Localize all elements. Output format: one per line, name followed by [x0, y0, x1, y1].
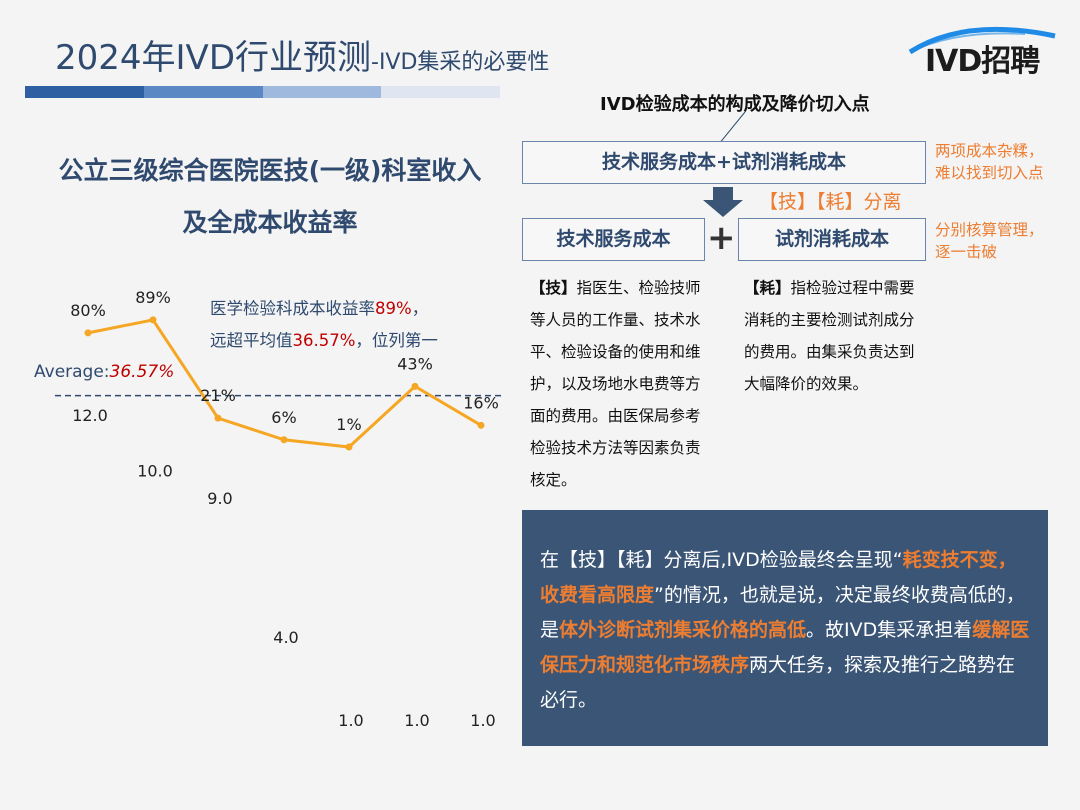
- annotation-line2-suffix: ，位列第一: [355, 331, 438, 350]
- secondary-label-7: 1.0: [470, 711, 495, 730]
- tech-cost-box: 技术服务成本: [522, 218, 705, 261]
- tech-cost-description: 【技】指医生、检验技师等人员的工作量、技术水平、检验设备的使用和维护，以及场地水…: [530, 272, 715, 496]
- title-subtitle: -IVD集采的必要性: [371, 50, 550, 75]
- chart-heading-line2: 及全成本收益率: [182, 208, 358, 237]
- data-label-3: 21%: [200, 386, 236, 405]
- reagent-desc-tag: 【耗】: [744, 279, 791, 297]
- chart-heading: 公立三级综合医院医技(一级)科室收入 及全成本收益率: [35, 145, 505, 249]
- note-mixed-line2: 难以找到切入点: [935, 164, 1044, 182]
- note-separate-line1: 分别核算管理，: [935, 221, 1044, 239]
- line-chart: 80% 89% 21% 6% 1% 43% 16% 12.0 10.0 9.0 4.0 1.0 1.0 1…: [55, 288, 505, 730]
- tech-desc-text: 指医生、检验技师等人员的工作量、技术水平、检验设备的使用和维护，以及场地水电费等…: [530, 279, 701, 489]
- callout-highlight-1: 耗变技不变，收费看高限度: [540, 549, 1017, 606]
- data-label-1: 80%: [70, 301, 106, 320]
- secondary-label-2: 10.0: [137, 461, 173, 480]
- annotation-line1: 医学检验科成本收益率89%，: [210, 293, 438, 325]
- reagent-cost-box: 试剂消耗成本: [738, 218, 926, 261]
- separation-label: 【技】【耗】分离: [759, 191, 902, 213]
- down-arrow-icon: [703, 187, 743, 217]
- data-point-5: [345, 443, 353, 451]
- callout-text-3: 。故IVD集采承担着: [806, 619, 973, 641]
- tech-desc-tag: 【技】: [530, 279, 577, 297]
- annotation-line1-suffix: ，: [411, 299, 429, 318]
- note-mixed: 两项成本杂糅， 难以找到切入点: [935, 140, 1044, 184]
- data-point-2: [149, 316, 157, 324]
- chart-heading-line1: 公立三级综合医院医技(一级)科室收入: [58, 156, 482, 185]
- data-label-5: 1%: [336, 415, 361, 434]
- data-point-1: [84, 329, 92, 337]
- average-label-value: 36.57%: [109, 362, 175, 382]
- combined-cost-box: 技术服务成本+试剂消耗成本: [522, 141, 926, 184]
- secondary-label-4: 4.0: [273, 628, 298, 647]
- color-bar-4: [381, 86, 500, 98]
- secondary-label-1: 12.0: [72, 406, 108, 425]
- brand-name: IVD招聘: [925, 44, 1040, 79]
- color-bar-1: [25, 86, 144, 98]
- data-label-7: 16%: [463, 393, 499, 412]
- page-title: 2024年IVD行业预测-IVD集采的必要性: [55, 30, 549, 79]
- note-separate-line2: 逐一击破: [935, 243, 998, 261]
- annotation-line2-prefix: 远超平均值: [210, 331, 293, 350]
- annotation-line2: 远超平均值36.57%，位列第一: [210, 325, 438, 357]
- note-separate: 分别核算管理， 逐一击破: [935, 219, 1044, 263]
- plus-icon: +: [707, 218, 736, 258]
- secondary-label-3: 9.0: [207, 489, 232, 508]
- brand-logo: [908, 26, 1056, 55]
- reagent-cost-description: 【耗】指检验过程中需要消耗的主要检测试剂成分的费用。由集采负责达到大幅降价的效果…: [744, 272, 929, 400]
- callout-text-1: 在【技】【耗】分离后,IVD检验最终会呈现“: [540, 549, 903, 571]
- data-point-4: [280, 436, 288, 444]
- annotation-line1-prefix: 医学检验科成本收益率: [210, 299, 375, 318]
- data-label-2: 89%: [135, 288, 171, 307]
- secondary-label-5: 1.0: [338, 711, 363, 730]
- data-label-6: 43%: [397, 354, 433, 373]
- average-label: Average:36.57%: [34, 362, 174, 382]
- data-point-7: [477, 421, 485, 429]
- callout-highlight-3: 缓解医保压力和规范化市场秩序: [540, 619, 1030, 676]
- data-point-6: [411, 382, 419, 390]
- callout-highlight-2: 体外诊断试剂集采价格的高低: [559, 619, 807, 641]
- title-main-text: 2024年IVD行业预测: [55, 38, 371, 78]
- conclusion-callout: 在【技】【耗】分离后,IVD检验最终会呈现“耗变技不变，收费看高限度”的情况，也…: [522, 510, 1048, 746]
- color-bar-3: [262, 86, 382, 98]
- data-label-4: 6%: [271, 408, 296, 427]
- callout-text-4: 两大任务，探索及推行之路势在必行。: [540, 654, 1016, 711]
- average-label-text: Average:: [34, 362, 110, 382]
- color-bar-2: [143, 86, 263, 98]
- cost-title: IVD检验成本的构成及降价切入点: [600, 94, 870, 115]
- annotation-line2-value: 36.57%: [292, 331, 356, 350]
- note-mixed-line1: 两项成本杂糅，: [935, 142, 1044, 160]
- callout-text-2: ”的情况，也就是说，决定最终收费高低的，是: [540, 584, 1025, 641]
- chart-annotation: 医学检验科成本收益率89%， 远超平均值36.57%，位列第一: [210, 293, 438, 357]
- secondary-label-6: 1.0: [404, 711, 429, 730]
- data-point-3: [214, 414, 222, 422]
- annotation-line1-value: 89%: [375, 299, 412, 318]
- header-color-bars: [25, 86, 500, 98]
- reagent-desc-text: 指检验过程中需要消耗的主要检测试剂成分的费用。由集采负责达到大幅降价的效果。: [744, 279, 915, 393]
